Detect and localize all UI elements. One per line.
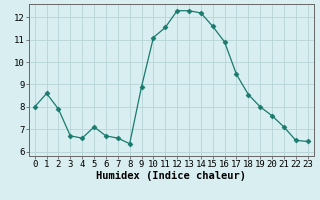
X-axis label: Humidex (Indice chaleur): Humidex (Indice chaleur) — [96, 171, 246, 181]
